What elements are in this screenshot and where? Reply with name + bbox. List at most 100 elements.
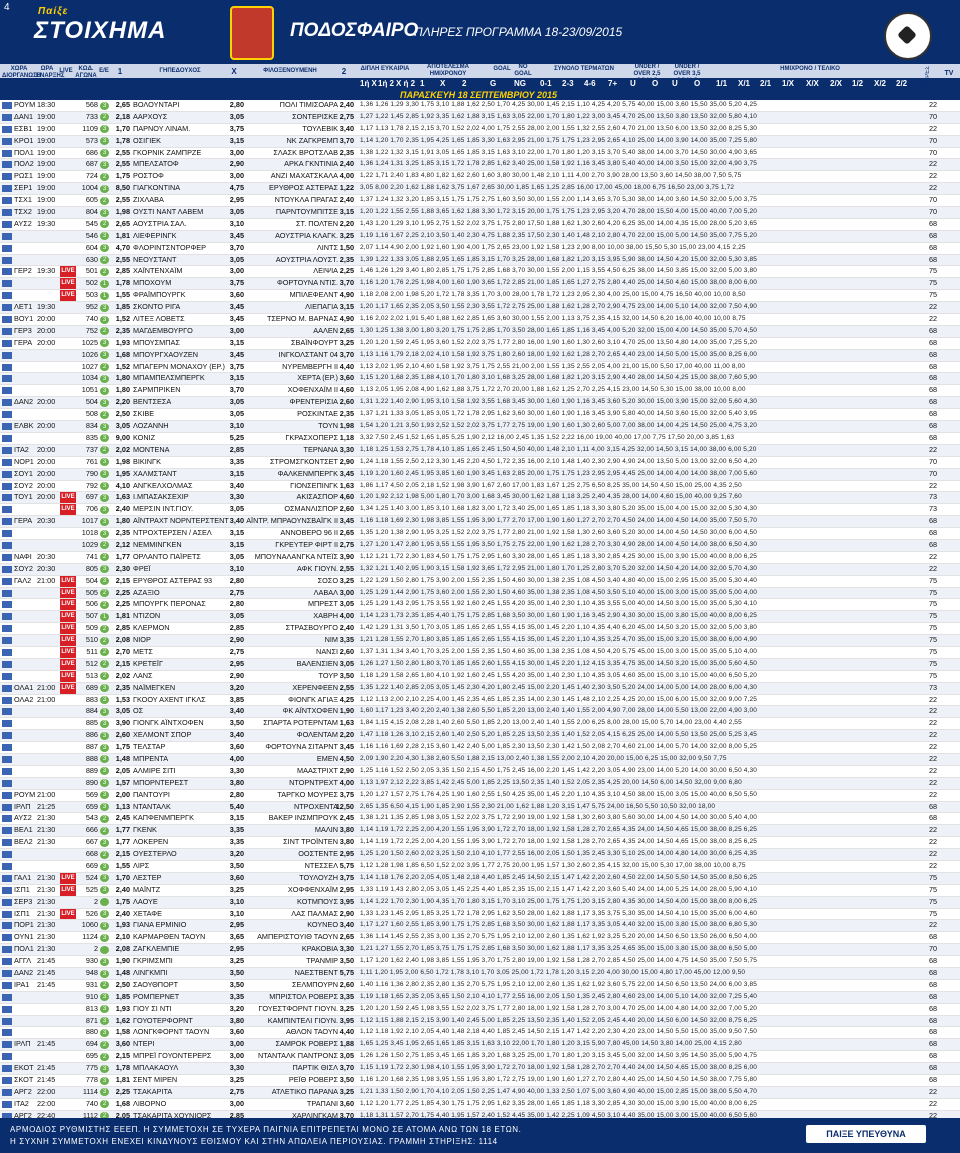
away-team: ΠΟΛΙ ΤΙΜΙΣΟΑΡΑ xyxy=(279,100,338,109)
tv-channel: 75 xyxy=(928,599,938,609)
country-code: ΔΑΝ1 xyxy=(14,111,34,121)
match-code: 687 xyxy=(85,159,98,169)
home-team: ΝΑΪΜΕΓΚΕΝ xyxy=(133,682,176,692)
odds-draw: 3,45 xyxy=(229,349,244,359)
home-team: ΤΣΑΚΑΡΙΤΑ ΧΟΥΝΙΟΡΣ xyxy=(133,1110,212,1120)
country-flag-icon xyxy=(2,755,12,763)
table-row: ΟΥΝ1 21:30 1124 3 2,10 ΚΑΡΜΑΡΘΕΝ ΤΑΟΥΝ 3,65 ΑΜΠ… xyxy=(0,932,960,945)
away-team: ΚΟΥΝΕΟ xyxy=(307,920,338,930)
odds-markets: 1,15 1,19 1,72 2,30 1,98 4,10 1,55 1,95 … xyxy=(360,1064,758,1072)
home-team: ΝΤΙΖΟΝ xyxy=(133,611,161,621)
odds-markets: 2,65 1,35 6,50 4,15 1,90 1,85 2,90 1,55 … xyxy=(360,802,716,810)
match-code: 834 xyxy=(85,421,98,431)
odds-markets: 1,27 1,22 1,45 2,85 1,92 3,35 1,62 1,88 … xyxy=(360,112,758,120)
match-code: 2 xyxy=(93,944,98,954)
odds-home: 1,62 xyxy=(115,1015,130,1025)
header-code: ΚΩΔ. ΑΓΩΝΑ xyxy=(75,66,97,79)
tv-channel: 68 xyxy=(928,1075,938,1085)
table-row: ΕΚΟΤ 21:45 775 3 1,78 ΜΠΛΑΚΑΟΥΛ 3,30 ΠΑΡΤΙΚ ΘΙΣ… xyxy=(0,1063,960,1076)
table-row: ΚΡΟ1 19:00 573 3 1,78 ΟΣΙΓΙΕΚ 3,15 ΝΚ ΖΑΓΚΡΕΜΠ 3… xyxy=(0,135,960,148)
odds-markets: 1,13 2,02 1,95 2,10 4,60 1,58 1,92 3,75 … xyxy=(360,362,746,370)
day-label: ΠΑΡΑΣΚΕΥΗ 18 ΣΕΠΤΕΜΒΡΙΟΥ 2015 xyxy=(400,90,558,100)
country-flag-icon xyxy=(2,458,12,466)
away-team: ΛΙΝΤΣ xyxy=(316,242,338,252)
match-code: 886 xyxy=(85,730,98,740)
odds-markets: 1,65 1,25 3,45 1,95 2,65 1,65 1,85 3,15 … xyxy=(360,1040,742,1048)
match-code: 630 xyxy=(85,254,98,264)
odds-home: 1,77 xyxy=(115,825,130,835)
away-team: ΝΚ ΖΑΓΚΡΕΜΠ xyxy=(286,135,338,145)
home-team: ΝΙΟΡ xyxy=(133,635,151,645)
odds-away: 2,55 xyxy=(339,682,354,692)
odds-markets: 1,16 1,16 1,69 2,28 2,15 3,60 1,42 2,40 … xyxy=(360,743,758,751)
sub-header: O xyxy=(694,79,701,88)
match-code: 804 xyxy=(85,207,98,217)
home-team: ΣΑΟΥΘΠΟΡΤ xyxy=(133,979,179,989)
tv-channel: 68 xyxy=(928,813,938,823)
odds-away: 2,90 xyxy=(339,456,354,466)
odds-markets: 1,20 1,27 1,57 2,75 1,76 4,25 1,90 1,60 … xyxy=(360,790,758,798)
away-team: ΜΑΛΙΝ xyxy=(314,825,338,835)
away-team: ΛΕΙΨΙΑ xyxy=(313,266,338,276)
odds-draw: 2,90 xyxy=(229,635,244,645)
match-time: 20:00 xyxy=(37,480,56,490)
match-code: 740 xyxy=(85,1098,98,1108)
country-code: ΒΕΛ2 xyxy=(14,837,33,847)
home-team: ΛΟΖΑΝΝΗ xyxy=(133,421,169,431)
odds-home: 2,55 xyxy=(115,147,130,157)
odds-away: 3,45 xyxy=(339,468,354,478)
table-row: ΤΣΧ1 19:00 605 2 2,55 ΖΙΧΛΑΒΑ 2,95 ΝΤΟΥΚΛΑ ΠΡΑΓ… xyxy=(0,195,960,208)
tv-channel: 22 xyxy=(928,730,938,740)
tv-channel: 73 xyxy=(928,504,938,514)
odds-markets: 1,40 1,16 1,36 2,80 2,35 2,80 1,35 2,70 … xyxy=(360,980,758,988)
table-row: ΣΚΟΤ 21:45 778 3 1,81 ΣΕΝΤ ΜΙΡΕΝ 3,25 ΡΕΪΘ ΡΟΒΕ… xyxy=(0,1075,960,1087)
odds-home: 2,55 xyxy=(115,195,130,205)
odds-markets: 1,26 1,26 1,50 2,75 1,85 3,45 1,65 1,85 … xyxy=(360,1052,758,1060)
table-row: ΝΑΦΙ 20:30 741 2 1,77 ΟΡΛΑΝΤΟ ΠΑΪΡΕΤΣ 3,05 ΜΠΟΥ… xyxy=(0,551,960,564)
country-flag-icon xyxy=(2,672,12,680)
odds-home: 2,08 xyxy=(115,944,130,954)
ee-badge: 3 xyxy=(100,684,109,693)
odds-away: 2,75 xyxy=(339,539,354,549)
ee-badge: 3 xyxy=(100,933,109,942)
ee-badge: 3 xyxy=(100,208,109,217)
home-team: ΠΑΡΝΟΥ ΛΙΝΑΜ. xyxy=(133,123,191,133)
country-flag-icon xyxy=(2,839,12,847)
table-row: ΔΑΝ2 20:00 504 3 2,20 ΒΕΝΤΣΕΣΑ 3,05 ΦΡΕΝΤΕΡΙΣΙΑ… xyxy=(0,397,960,410)
odds-markets: 1,37 1,24 1,32 3,20 1,85 3,15 1,75 1,75 … xyxy=(360,196,758,204)
ee-badge: 3 xyxy=(100,1088,109,1097)
table-row: 604 3 4,70 ΦΛΟΡΙΝΤΣΝΤΟΡΦΕΡ 3,70 ΛΙΝΤΣ 1,50 2,07… xyxy=(0,242,960,255)
header-x: X xyxy=(231,67,237,76)
odds-home: 1,98 xyxy=(115,456,130,466)
match-code: 792 xyxy=(85,480,98,490)
odds-markets: 1,16 1,20 1,76 2,25 1,98 4,00 1,60 1,90 … xyxy=(360,279,758,287)
table-row: ΣΟΥ2 20:30 805 3 2,30 ΦΡΕΪ 3,10 ΑΦΚ ΓΙΟΥΝ. 2,55 1… xyxy=(0,563,960,576)
table-row: ΤΟΥ1 20:00 LIVE 697 3 1,63 Ι.ΜΠΑΣΑΚΣΕΧΙΡ 3,30 ΑΚ… xyxy=(0,492,960,505)
odds-draw: 3,15 xyxy=(229,528,244,538)
odds-away: 2,35 xyxy=(339,409,354,419)
live-badge: LIVE xyxy=(60,908,76,920)
country-code: ΟΥΝ1 xyxy=(14,932,34,942)
home-team: ΜΠΡΕΪ ΓΟΥΟΝΤΕΡΕΡΣ xyxy=(133,1051,212,1061)
odds-draw: 3,05 xyxy=(229,551,244,561)
table-row: 508 2 2,50 ΣΚΙΒΕ 3,05 ΡΟΣΚΙΝΤΑΕ 2,35 1,37 1,21 … xyxy=(0,409,960,422)
responsible-gaming-badge: ΠΑΙΞΕ ΥΠΕΥΘΥΝΑ xyxy=(806,1125,926,1143)
country-flag-icon xyxy=(2,387,12,395)
live-badge: LIVE xyxy=(60,872,76,884)
odds-away: 1,88 xyxy=(339,1039,354,1049)
live-badge: LIVE xyxy=(60,587,76,599)
away-team: ΑΤΛΕΤΙΚΟ ΠΑΡΑΝΑ xyxy=(271,1086,338,1096)
header-tv: TV xyxy=(944,70,954,77)
home-team: ΝΤΑΝΤΑΛΚ xyxy=(133,801,171,811)
tv-channel: 70 xyxy=(928,111,938,121)
away-team: ΤΟΥΛΟΥΖΗ xyxy=(299,872,338,882)
away-team: ΧΟΦΦΕΝΧΑΪΜ xyxy=(287,884,338,894)
odds-draw: 3,35 xyxy=(229,825,244,835)
table-row: ΕΛΒΚ 20:00 834 3 3,05 ΛΟΖΑΝΝΗ 3,10 ΤΟΥΝ 1,98 1,54… xyxy=(0,421,960,433)
match-code: 778 xyxy=(85,1075,98,1085)
country-flag-icon xyxy=(2,1041,12,1049)
odds-away: 3,15 xyxy=(339,207,354,217)
ee-badge: 3 xyxy=(100,458,109,467)
match-code: 511 xyxy=(86,646,98,656)
tv-channel: 68 xyxy=(928,539,938,549)
